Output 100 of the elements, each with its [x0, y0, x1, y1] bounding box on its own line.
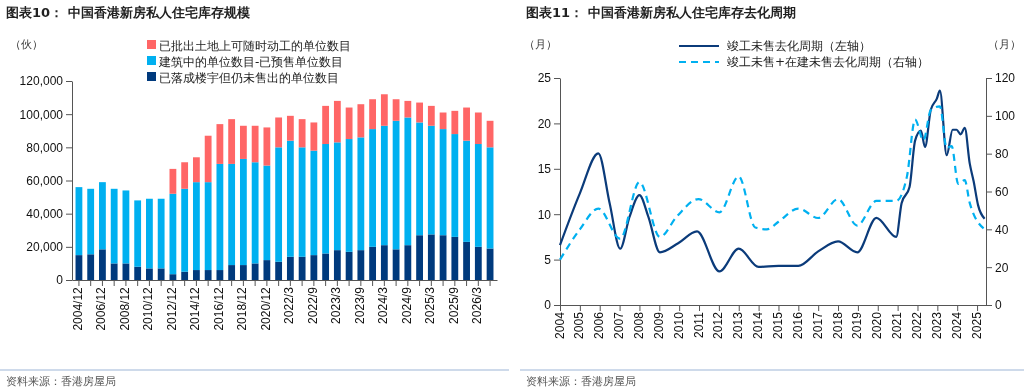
- bar: [286, 256, 294, 280]
- x-tick-label: 2025/3: [423, 286, 438, 324]
- bar: [474, 246, 482, 280]
- x-tick-label: 2017: [810, 311, 825, 339]
- x-tick-label: 2007: [612, 311, 627, 339]
- x-tick-label: 2023/9: [352, 286, 367, 324]
- x-tick-label: 2022: [909, 311, 924, 339]
- bar: [310, 255, 318, 280]
- bar: [345, 107, 353, 140]
- x-tick-label: 2011: [691, 311, 706, 339]
- y-tick-label: 120,000: [19, 74, 64, 89]
- line-series: [558, 105, 986, 261]
- x-tick-label: 2016/12: [211, 286, 226, 331]
- bar: [286, 140, 294, 257]
- bar: [427, 234, 435, 280]
- x-tick-label: 2006/12: [94, 286, 109, 331]
- bar: [322, 105, 330, 145]
- bar: [87, 254, 95, 280]
- bar: [380, 125, 388, 246]
- legend-label: 已批出土地上可随时动工的单位数目: [159, 39, 351, 53]
- bar: [345, 251, 353, 280]
- bar: [322, 253, 330, 280]
- bar: [181, 162, 189, 189]
- bar: [192, 157, 200, 183]
- bar: [192, 270, 200, 280]
- bar: [169, 193, 177, 275]
- bar: [251, 263, 259, 280]
- bar: [181, 271, 189, 280]
- bar: [427, 105, 435, 126]
- bar: [169, 168, 177, 194]
- bar: [169, 274, 177, 280]
- bar: [357, 104, 365, 138]
- x-tick-label: 2008: [631, 311, 646, 339]
- y2-tick-label: 60: [995, 184, 1009, 199]
- bar: [298, 119, 306, 148]
- x-tick-label: 2009: [651, 311, 666, 339]
- bar: [251, 125, 259, 163]
- bar: [263, 165, 271, 261]
- bar: [392, 120, 400, 250]
- legend-label: 竣工未售去化周期（左轴）: [727, 39, 871, 53]
- bar: [122, 263, 130, 280]
- bar: [275, 117, 283, 148]
- legend-label: 建筑中的单位数目-已预售单位数目: [158, 55, 344, 69]
- bar: [251, 162, 259, 264]
- x-tick-label: 2019: [850, 311, 865, 339]
- bar: [192, 182, 200, 271]
- x-tick-label: 2012/12: [164, 286, 179, 331]
- y-tick-label: 100,000: [19, 107, 64, 122]
- y-tick-label: 40,000: [26, 207, 64, 222]
- bar: [333, 250, 341, 280]
- bar: [369, 246, 377, 280]
- bar: [263, 260, 271, 280]
- bar: [310, 122, 318, 151]
- text: 资料来源：香港房屋局: [6, 375, 116, 388]
- bar: [110, 263, 118, 280]
- bar: [474, 144, 482, 247]
- x-tick-label: 2024: [949, 311, 964, 339]
- y-tick-label: 10: [537, 207, 552, 222]
- bar: [239, 158, 247, 266]
- bar: [416, 235, 423, 280]
- x-tick-label: 2012: [711, 311, 726, 339]
- chart-title: 图表11： 中国香港新房私人住宅库存去化周期: [526, 5, 796, 20]
- line-series: [558, 89, 986, 273]
- x-tick-label: 2018/12: [235, 286, 250, 331]
- bar: [298, 147, 306, 257]
- y-tick-label: 5: [544, 252, 552, 267]
- y2-tick-label: 20: [995, 260, 1009, 275]
- x-tick-label: 2004/12: [70, 286, 85, 331]
- bar: [404, 245, 412, 280]
- y-tick-label: 60,000: [26, 173, 64, 188]
- bar: [404, 100, 412, 118]
- x-tick-label: 2010: [671, 311, 686, 339]
- y-tick-label: 0: [544, 298, 552, 313]
- bar: [204, 135, 212, 183]
- x-tick-label: 2006: [592, 311, 607, 339]
- legend-label: 竣工未售+在建未售去化周期（右轴）: [727, 55, 930, 69]
- y2-tick-label: 0: [995, 298, 1002, 313]
- chart-title: 图表10： 中国香港新房私人住宅库存规模: [6, 5, 250, 20]
- y-tick-label: 25: [537, 71, 552, 86]
- y-tick-label: 15: [537, 162, 552, 177]
- bar: [310, 150, 318, 256]
- bar: [451, 134, 459, 237]
- y-axis-title: （月）: [524, 38, 557, 51]
- bar: [181, 188, 189, 272]
- bar: [146, 268, 153, 280]
- x-tick-label: 2004: [552, 311, 567, 339]
- bar: [275, 147, 283, 262]
- bar: [416, 102, 423, 123]
- x-tick-label: 2010/12: [141, 286, 156, 331]
- x-tick-label: 2026/3: [470, 286, 485, 324]
- bar: [239, 265, 247, 280]
- x-tick-label: 2022/9: [305, 286, 320, 324]
- bar: [463, 241, 470, 280]
- x-tick-label: 2024/3: [376, 286, 391, 324]
- bar: [228, 119, 236, 164]
- x-tick-label: 2015: [770, 311, 785, 339]
- text: 资料来源：香港房屋局: [526, 375, 636, 388]
- bar: [146, 198, 153, 269]
- y-tick-label: 80,000: [26, 140, 64, 155]
- bar: [263, 127, 271, 166]
